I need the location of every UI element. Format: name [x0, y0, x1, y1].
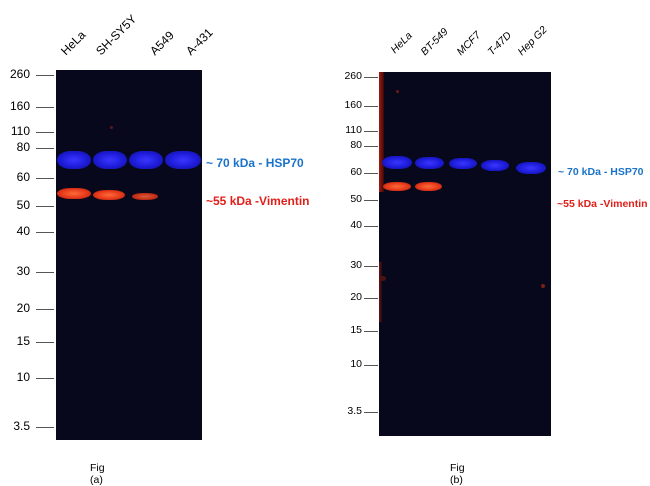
tick-40-b [364, 226, 378, 227]
marker-3-5-b: 3.5 [347, 405, 362, 417]
background-speck-b1 [396, 90, 399, 93]
lane-label-mcf7: MCF7 [454, 29, 484, 58]
hsp70-band-bt-549 [415, 157, 444, 169]
background-speck-b3 [541, 284, 545, 288]
marker-40-b: 40 [350, 219, 362, 231]
marker-160: 160 [9, 99, 30, 113]
marker-50: 50 [16, 198, 30, 212]
tick-3-5 [36, 427, 54, 428]
hsp70-band-hela-b [382, 156, 412, 169]
marker-40: 40 [16, 224, 30, 238]
vimentin-band-a549 [132, 193, 158, 200]
tick-10-b [364, 365, 378, 366]
marker-110: 110 [10, 124, 30, 138]
tick-15-b [364, 331, 378, 332]
vimentin-band-hela [57, 188, 91, 199]
blot-membrane-b [379, 72, 551, 436]
lane-label-a-431: A-431 [183, 25, 216, 59]
blot-membrane-a [56, 70, 202, 440]
hsp70-annotation-b: ~ 70 kDa - HSP70 [558, 166, 644, 178]
tick-30 [36, 272, 54, 273]
tick-80-b [364, 146, 378, 147]
hsp70-band-mcf7 [449, 158, 477, 169]
lane-label-sh-sy5y: SH-SY5Y [93, 11, 140, 58]
tick-50 [36, 206, 54, 207]
tick-160-b [364, 106, 378, 107]
marker-50-b: 50 [350, 193, 362, 205]
tick-260 [36, 75, 54, 76]
marker-3-5: 3.5 [13, 419, 30, 433]
lane-label-bt-549: BT-549 [418, 25, 451, 58]
tick-110-b [364, 131, 378, 132]
lane-label-hela-b: HeLa [388, 29, 415, 56]
vimentin-band-hela-b [383, 182, 411, 191]
tick-20-b [364, 298, 378, 299]
vimentin-band-bt-549 [415, 182, 442, 191]
marker-110-b: 110 [345, 124, 362, 136]
hsp70-band-t-47d [481, 160, 509, 171]
marker-15-b: 15 [350, 324, 362, 336]
marker-10: 10 [16, 370, 30, 384]
marker-30: 30 [16, 264, 30, 278]
tick-30-b [364, 266, 378, 267]
lane-label-hela: HeLa [58, 27, 89, 58]
tick-160 [36, 107, 54, 108]
marker-15: 15 [16, 334, 30, 348]
lane-label-hep-g2: Hep G2 [515, 23, 550, 58]
tick-80 [36, 148, 54, 149]
tick-110 [36, 132, 54, 133]
marker-80-b: 80 [350, 139, 362, 151]
hsp70-band-hep-g2 [516, 162, 546, 174]
vimentin-annotation-b: ~55 kDa -Vimentin [557, 198, 648, 210]
hsp70-band-a-431 [165, 151, 201, 169]
membrane-edge [379, 72, 384, 192]
tick-50-b [364, 200, 378, 201]
tick-60 [36, 178, 54, 179]
caption-a: Fig (a) [90, 462, 105, 486]
vimentin-band-sh-sy5y [93, 190, 125, 200]
marker-260-b: 260 [344, 70, 362, 82]
tick-260-b [364, 77, 378, 78]
marker-60: 60 [16, 170, 30, 184]
tick-10 [36, 378, 54, 379]
tick-60-b [364, 173, 378, 174]
marker-260: 260 [9, 67, 30, 81]
marker-160-b: 160 [344, 99, 362, 111]
hsp70-band-hela [57, 151, 91, 169]
lane-label-t-47d: T-47D [485, 29, 514, 58]
marker-20-b: 20 [350, 291, 362, 303]
marker-30-b: 30 [350, 259, 362, 271]
tick-40 [36, 232, 54, 233]
vimentin-annotation-a: ~55 kDa -Vimentin [206, 194, 310, 208]
lane-label-a549: A549 [147, 28, 177, 58]
hsp70-annotation-a: ~ 70 kDa - HSP70 [206, 156, 304, 170]
hsp70-band-sh-sy5y [93, 151, 127, 169]
tick-15 [36, 342, 54, 343]
caption-b: Fig (b) [450, 462, 465, 486]
marker-20: 20 [16, 301, 30, 315]
marker-80: 80 [16, 140, 30, 154]
hsp70-band-a549 [129, 151, 163, 169]
background-speck-b2 [380, 276, 386, 281]
background-speck [110, 126, 113, 129]
marker-10-b: 10 [350, 358, 362, 370]
membrane-edge-lower [379, 262, 382, 322]
tick-20 [36, 309, 54, 310]
tick-3-5-b [364, 412, 378, 413]
marker-60-b: 60 [350, 166, 362, 178]
